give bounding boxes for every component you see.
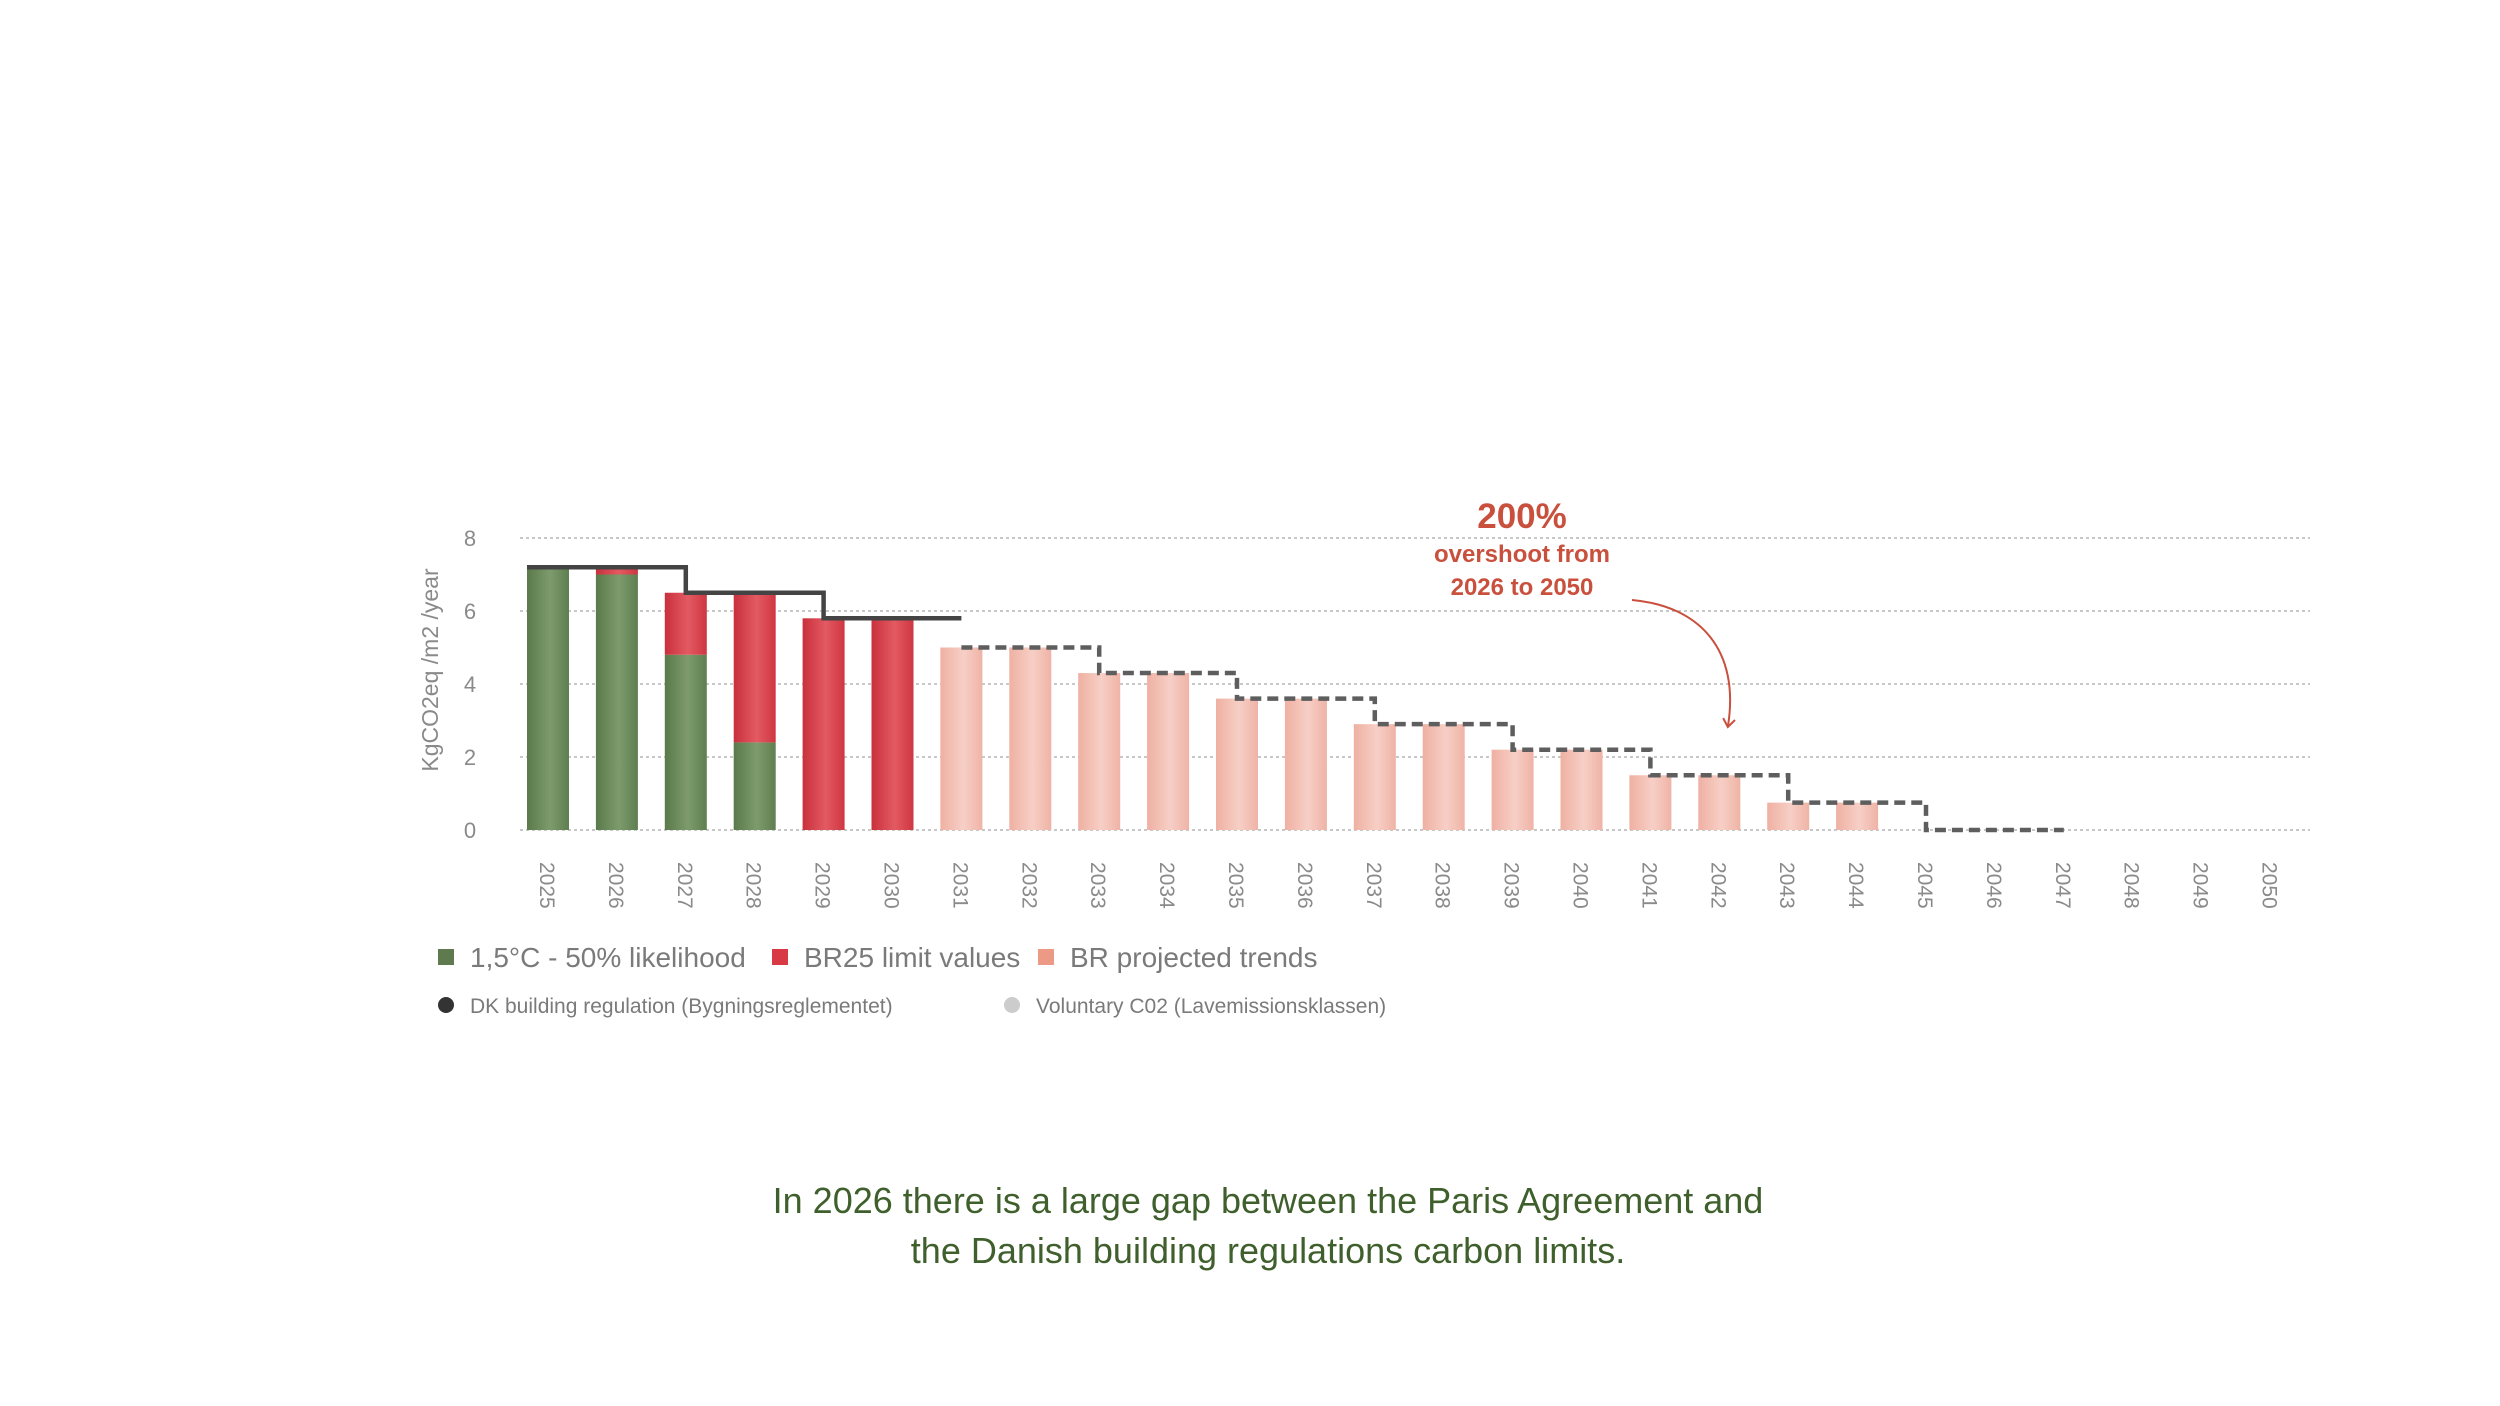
bar-pink-2031 xyxy=(940,647,983,830)
bar-green-2028 xyxy=(733,742,776,830)
x-tick-label: 2043 xyxy=(1775,862,1798,909)
x-tick-label: 2028 xyxy=(742,862,765,909)
x-tick-label: 2026 xyxy=(604,862,627,909)
x-tick-label: 2047 xyxy=(2051,862,2074,909)
x-tick-label: 2042 xyxy=(1706,862,1729,909)
y-tick-label: 0 xyxy=(464,818,476,843)
annotation-arrow xyxy=(1631,599,1736,729)
y-tick-label: 2 xyxy=(464,745,476,770)
y-tick-label: 6 xyxy=(464,599,476,624)
x-tick-label: 2037 xyxy=(1362,862,1385,909)
x-tick-label: 2049 xyxy=(2189,862,2212,909)
bar-red-2028 xyxy=(733,592,776,743)
annotation-percent: 200% xyxy=(1477,497,1567,536)
bar-red-2030 xyxy=(871,618,914,830)
bars xyxy=(527,567,1879,830)
x-tick-label: 2032 xyxy=(1017,862,1040,909)
bar-green-2026 xyxy=(595,574,638,830)
legend-label: DK building regulation (Bygningsreglemen… xyxy=(470,995,893,1018)
x-tick-label: 2035 xyxy=(1224,862,1247,909)
grid-lines xyxy=(520,537,2310,831)
x-tick-label: 2033 xyxy=(1086,862,1109,909)
x-tick-label: 2034 xyxy=(1155,862,1178,909)
regulation-line-solid xyxy=(527,564,962,621)
bar-pink-2036 xyxy=(1284,698,1327,830)
bar-green-2025 xyxy=(527,567,569,830)
legend-swatch xyxy=(438,949,454,965)
x-tick-label: 2038 xyxy=(1431,862,1454,909)
x-tick-label: 2041 xyxy=(1637,862,1660,909)
y-tick-label: 4 xyxy=(464,672,476,697)
legend-label: BR25 limit values xyxy=(804,942,1020,973)
caption: In 2026 there is a large gap between the… xyxy=(0,1176,2500,1276)
legend-swatch xyxy=(438,997,454,1013)
bar-red-2029 xyxy=(802,618,845,830)
legend-swatch xyxy=(1038,949,1054,965)
bar-pink-2038 xyxy=(1422,724,1465,830)
regulation-lines xyxy=(527,564,2064,833)
overshoot-annotation: 200% overshoot from 2026 to 2050 xyxy=(1434,497,1736,729)
x-tick-label: 2039 xyxy=(1500,862,1523,909)
annotation-line2: 2026 to 2050 xyxy=(1451,574,1594,601)
legend-label: 1,5°C - 50% likelihood xyxy=(470,942,746,973)
bar-pink-2040 xyxy=(1560,749,1603,830)
legend-swatch xyxy=(772,949,788,965)
bar-green-2027 xyxy=(664,654,707,830)
x-tick-label: 2048 xyxy=(2120,862,2143,909)
x-tick-label: 2025 xyxy=(535,862,558,909)
annotation-line1: overshoot from xyxy=(1434,541,1610,568)
caption-line-1: In 2026 there is a large gap between the… xyxy=(772,1180,1764,1221)
caption-line-2: the Danish building regulations carbon l… xyxy=(910,1230,1626,1271)
y-tick-label: 8 xyxy=(464,526,476,551)
legend-label: BR projected trends xyxy=(1070,942,1317,973)
legend: 1,5°C - 50% likelihood BR25 limit values B… xyxy=(438,942,1386,1018)
x-tick-label: 2029 xyxy=(811,862,834,909)
bar-pink-2032 xyxy=(1009,647,1052,830)
bar-red-2026 xyxy=(595,567,638,575)
bar-pink-2044 xyxy=(1836,802,1879,830)
x-tick-label: 2040 xyxy=(1569,862,1592,909)
x-tick-label: 2027 xyxy=(673,862,696,909)
bar-red-2027 xyxy=(664,592,707,655)
bar-pink-2034 xyxy=(1147,673,1190,830)
bar-pink-2042 xyxy=(1698,775,1741,830)
y-axis-label: KgCO2eq /m2 /year xyxy=(417,568,443,772)
x-tick-label: 2036 xyxy=(1293,862,1316,909)
x-tick-label: 2044 xyxy=(1844,862,1867,909)
y-axis: 0 2 4 6 8 xyxy=(464,526,476,843)
bar-pink-2043 xyxy=(1767,802,1810,830)
x-tick-label: 2046 xyxy=(1982,862,2005,909)
legend-label: Voluntary C02 (Lavemissionsklassen) xyxy=(1036,995,1386,1018)
x-tick-label: 2045 xyxy=(1913,862,1936,909)
x-tick-label: 2050 xyxy=(2258,862,2281,909)
bar-pink-2041 xyxy=(1629,775,1672,830)
x-tick-label: 2031 xyxy=(948,862,971,909)
legend-swatch xyxy=(1004,997,1020,1013)
x-axis: 2025 2026 2027 2028 2029 2030 2031 2032 2033 2034… xyxy=(535,862,2281,909)
bar-pink-2035 xyxy=(1216,698,1258,830)
bar-pink-2033 xyxy=(1078,673,1121,830)
bar-pink-2037 xyxy=(1353,724,1396,830)
bar-pink-2039 xyxy=(1491,749,1534,830)
x-tick-label: 2030 xyxy=(880,862,903,909)
